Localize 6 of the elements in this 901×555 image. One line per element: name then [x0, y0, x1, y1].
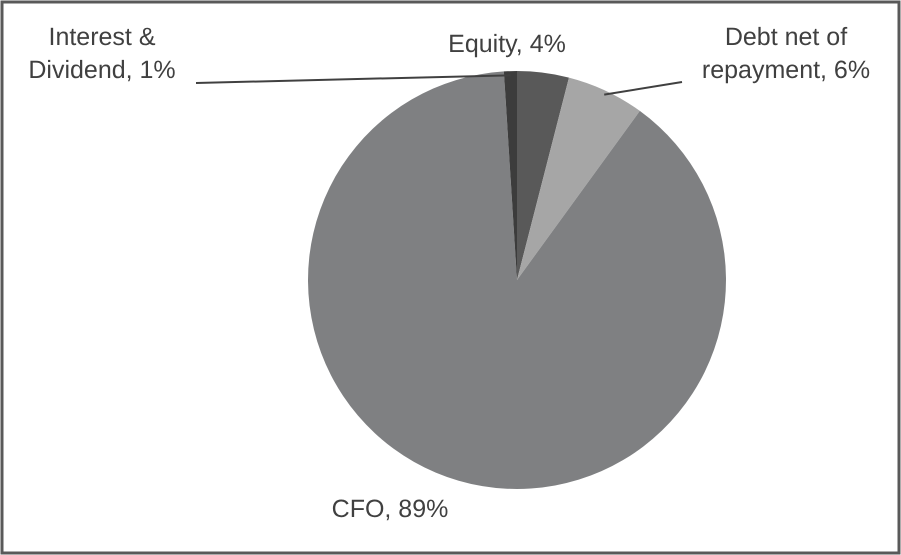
pie-slice [517, 71, 569, 280]
slice-label: CFO, 89% [332, 495, 448, 523]
slice-label: Debt net of repayment, 6% [702, 23, 870, 84]
pie-slice [517, 78, 640, 280]
slice-label: Equity, 4% [448, 30, 566, 58]
slice-label: Interest & Dividend, 1% [28, 23, 176, 84]
